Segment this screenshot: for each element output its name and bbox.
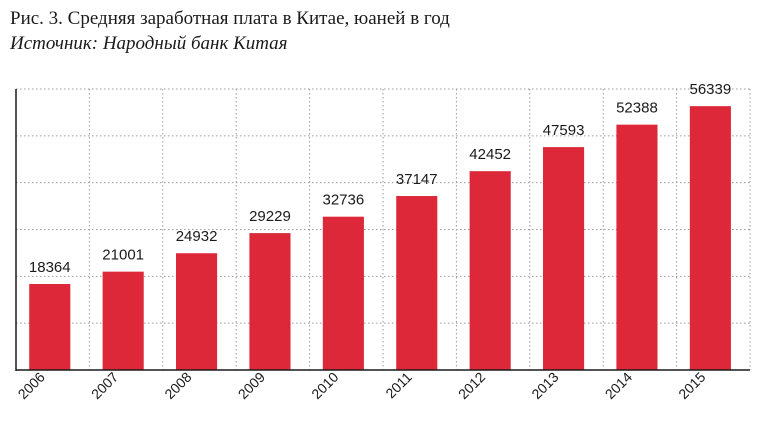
axes — [15, 89, 750, 371]
bar-2013 — [543, 147, 585, 370]
value-label-2010: 32736 — [323, 192, 365, 209]
bar-2012 — [469, 171, 511, 370]
value-label-2008: 24932 — [176, 228, 218, 245]
x-tick-labels: 2006 2007 2008 2009 2010 2011 2012 2013 2014 2015 — [15, 369, 709, 402]
bar-2010 — [322, 216, 364, 370]
value-label-2012: 42452 — [469, 146, 511, 163]
value-label-2007: 21001 — [102, 247, 144, 264]
value-label-2015: 56339 — [690, 81, 732, 98]
x-tick-2015: 2015 — [675, 369, 708, 402]
value-labels: 18364 21001 24932 29229 32736 37147 42452 47593… — [29, 81, 731, 276]
chart-subtitle: Источник: Народный банк Китая — [10, 33, 288, 54]
x-tick-2012: 2012 — [455, 369, 488, 402]
value-label-2011: 37147 — [396, 171, 438, 188]
bar-2008 — [176, 253, 218, 370]
x-tick-2014: 2014 — [602, 369, 635, 402]
value-label-2006: 18364 — [29, 259, 71, 276]
value-label-2013: 47593 — [543, 122, 585, 139]
chart-title: Рис. 3. Средняя заработная плата в Китае… — [10, 8, 450, 29]
x-tick-2007: 2007 — [88, 369, 121, 402]
x-tick-2010: 2010 — [308, 369, 341, 402]
value-label-2009: 29229 — [249, 208, 291, 225]
bar-2009 — [249, 233, 291, 370]
bar-2014 — [616, 124, 658, 370]
x-tick-2013: 2013 — [528, 369, 561, 402]
x-tick-2008: 2008 — [161, 369, 194, 402]
x-tick-2006: 2006 — [15, 369, 48, 402]
bars — [29, 106, 731, 370]
bar-2011 — [396, 196, 438, 370]
x-tick-2009: 2009 — [235, 369, 268, 402]
grid-lines — [16, 88, 751, 370]
bar-2015 — [689, 106, 731, 370]
value-label-2014: 52388 — [616, 100, 658, 117]
x-tick-2011: 2011 — [382, 369, 415, 402]
bar-2006 — [29, 283, 71, 370]
bar-2007 — [102, 271, 144, 370]
